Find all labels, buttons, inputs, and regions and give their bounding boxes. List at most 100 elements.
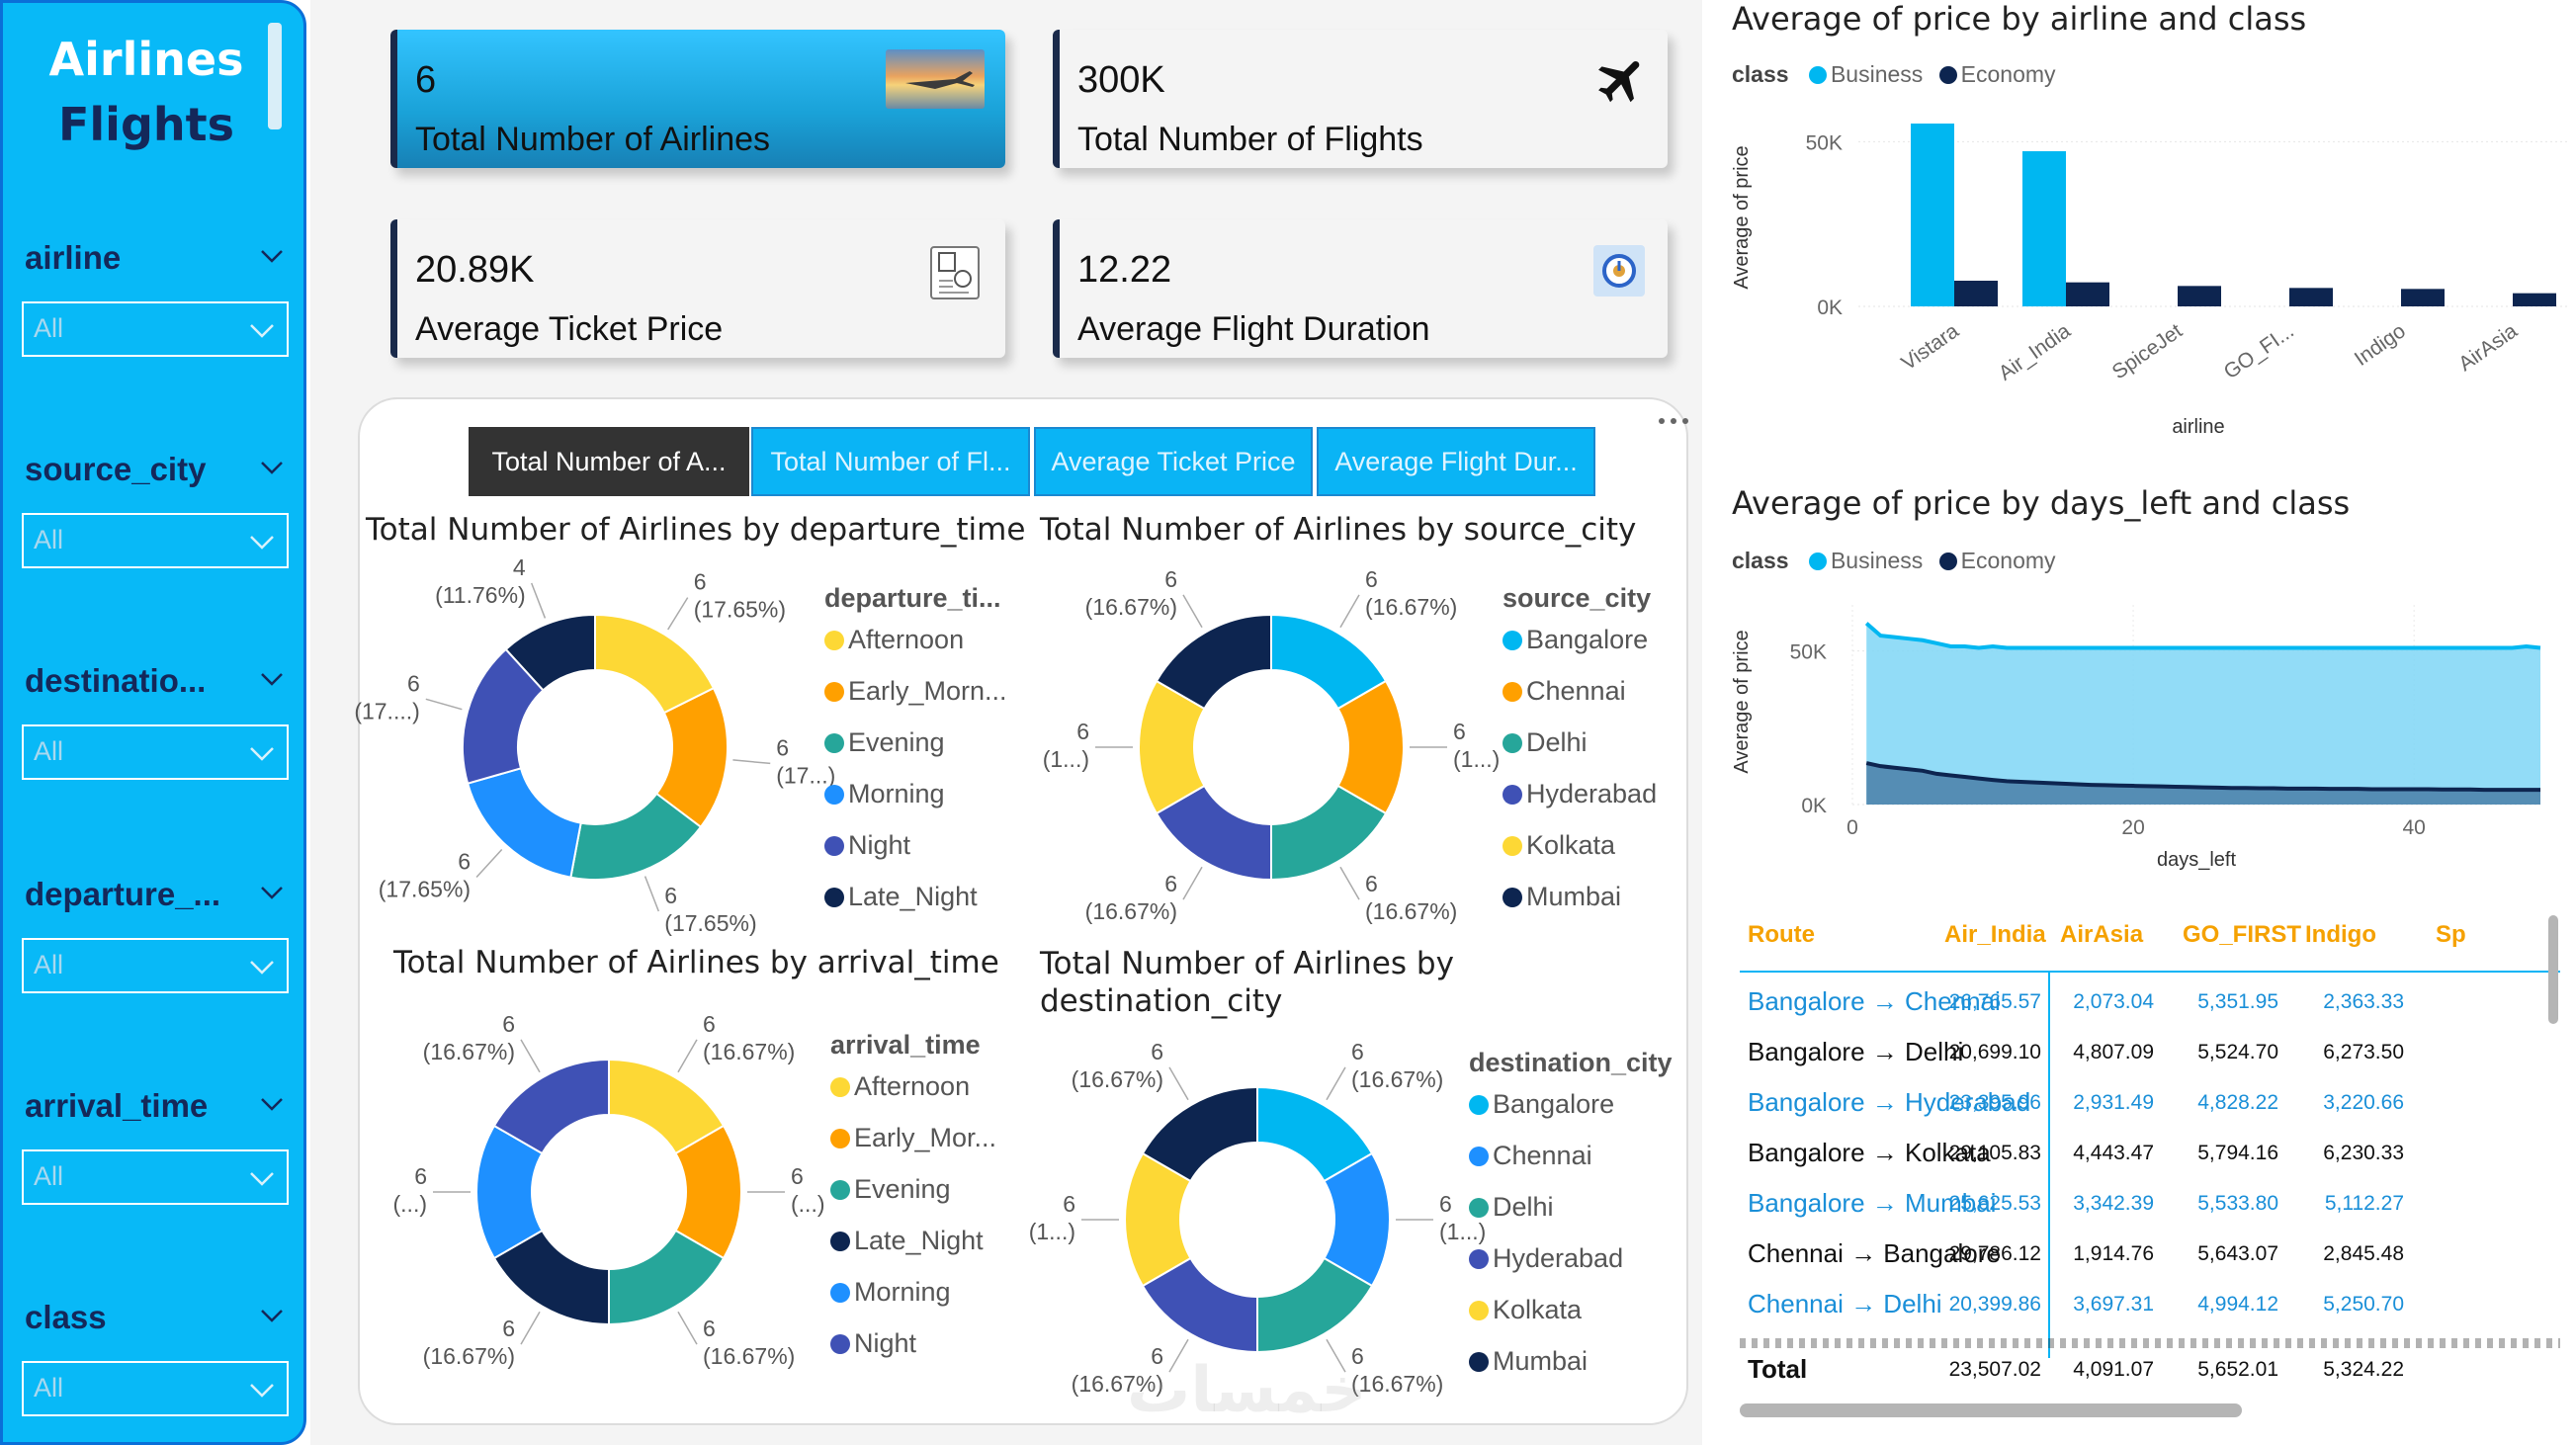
legend-economy[interactable]: Economy <box>1960 548 2056 573</box>
bar-economy[interactable] <box>2066 282 2109 306</box>
donut-slice[interactable] <box>466 767 582 879</box>
chevron-down-icon[interactable] <box>258 242 286 270</box>
bar-economy[interactable] <box>2401 289 2445 306</box>
slicer-dropdown[interactable]: All <box>22 301 289 357</box>
donut-slice[interactable] <box>1141 1085 1258 1183</box>
table-row-header[interactable]: Bangalore → Hyderabad <box>1748 1087 2031 1117</box>
legend-economy[interactable]: Economy <box>1960 61 2056 87</box>
legend-item[interactable]: Evening <box>824 727 945 758</box>
table-total-cell: 5,652.01 <box>2197 1358 2278 1381</box>
legend-item[interactable]: Mumbai <box>1503 882 1621 912</box>
chevron-down-icon[interactable] <box>247 952 277 981</box>
slicer-header[interactable]: source_city <box>25 450 292 489</box>
column-header[interactable]: Indigo <box>2305 921 2376 948</box>
kpi-card-average-ticket-price[interactable]: 20.89K Average Ticket Price <box>390 219 1005 358</box>
slicer-dropdown[interactable]: All <box>22 724 289 780</box>
table-row-header[interactable]: Bangalore → Chennai <box>1748 986 2001 1016</box>
tab-average-flight-duration[interactable]: Average Flight Dur... <box>1317 427 1595 496</box>
chevron-down-icon[interactable] <box>247 527 277 556</box>
chevron-down-icon[interactable] <box>247 1163 277 1193</box>
legend-item[interactable]: Mumbai <box>1469 1346 1588 1377</box>
column-header[interactable]: Route <box>1748 921 1815 948</box>
vertical-scrollbar[interactable] <box>2548 915 2558 1024</box>
sidebar-scrollbar[interactable] <box>268 23 282 129</box>
horizontal-scrollbar[interactable] <box>1740 1403 2242 1417</box>
slicer-header[interactable]: airline <box>25 238 292 278</box>
table-cell: 23,395.96 <box>1948 1091 2041 1114</box>
legend-item[interactable]: Morning <box>830 1277 951 1308</box>
bar-business[interactable] <box>2022 151 2066 306</box>
legend-business[interactable]: Business <box>1830 61 1924 87</box>
legend-item[interactable]: Chennai <box>1469 1141 1592 1171</box>
more-options-icon[interactable] <box>1657 415 1690 427</box>
slicer-header[interactable]: arrival_time <box>25 1086 292 1126</box>
tab-total-number-of-airlines[interactable]: Total Number of A... <box>469 427 749 496</box>
donut-slice[interactable] <box>504 613 596 692</box>
legend-item[interactable]: Hyderabad <box>1469 1243 1623 1274</box>
chevron-down-icon[interactable] <box>247 315 277 345</box>
table-row-header[interactable]: Bangalore → Kolkata <box>1748 1138 1991 1167</box>
legend-item[interactable]: Hyderabad <box>1503 779 1657 809</box>
column-header[interactable]: Sp <box>2436 921 2466 948</box>
slicer-dropdown[interactable]: All <box>22 938 289 993</box>
bar-business[interactable] <box>1911 124 1954 306</box>
legend-item[interactable]: Kolkata <box>1469 1295 1582 1325</box>
legend-item[interactable]: Bangalore <box>1469 1089 1614 1120</box>
legend-item[interactable]: Bangalore <box>1503 625 1648 655</box>
legend-item[interactable]: Late_Night <box>824 882 978 912</box>
kpi-card-average-flight-duration[interactable]: 12.22 Average Flight Duration <box>1053 219 1668 358</box>
legend-item[interactable]: Delhi <box>1503 727 1588 758</box>
chevron-down-icon[interactable] <box>258 879 286 906</box>
line-economy[interactable] <box>1865 761 2540 793</box>
legend-item[interactable]: Delhi <box>1469 1192 1554 1223</box>
legend-item[interactable]: Kolkata <box>1503 830 1615 861</box>
chevron-down-icon[interactable] <box>258 665 286 693</box>
legend-item[interactable]: Night <box>830 1328 916 1359</box>
slicer-dropdown[interactable]: All <box>22 1149 289 1205</box>
area-economy <box>1866 763 2540 805</box>
column-header[interactable]: GO_FIRST <box>2183 921 2302 948</box>
legend-item[interactable]: Early_Morn... <box>824 676 1007 707</box>
legend-business[interactable]: Business <box>1830 548 1924 573</box>
donut-slice[interactable] <box>1155 613 1272 711</box>
legend-item[interactable]: Early_Mor... <box>830 1123 996 1153</box>
data-label-count: 6 <box>1365 871 1378 896</box>
table-row-header[interactable]: Bangalore → Delhi <box>1748 1037 1964 1066</box>
slicer-dropdown[interactable]: All <box>22 1361 289 1416</box>
legend-item[interactable]: Morning <box>824 779 945 809</box>
bar-economy[interactable] <box>1954 281 1998 306</box>
chevron-down-icon[interactable] <box>258 1090 286 1118</box>
legend-item[interactable]: Afternoon <box>830 1071 970 1102</box>
tab-average-ticket-price[interactable]: Average Ticket Price <box>1034 427 1313 496</box>
bar-economy[interactable] <box>2178 286 2221 306</box>
chevron-down-icon[interactable] <box>258 1302 286 1329</box>
slicer-label: airline <box>25 239 122 276</box>
kpi-card-total-flights[interactable]: 300K Total Number of Flights <box>1053 30 1668 168</box>
legend-item[interactable]: Late_Night <box>830 1226 984 1256</box>
legend-item[interactable]: Chennai <box>1503 676 1626 707</box>
bar-economy[interactable] <box>2513 293 2556 306</box>
line-business[interactable] <box>1864 622 2541 650</box>
slicer-header[interactable]: class <box>25 1298 292 1337</box>
slicer-header[interactable]: departure_... <box>25 875 292 914</box>
y-axis-label: Average of price <box>1731 630 1753 773</box>
table-row-header[interactable]: Chennai → Delhi <box>1748 1289 1942 1318</box>
legend-item[interactable]: Afternoon <box>824 625 964 655</box>
donut-slice[interactable] <box>492 1058 610 1155</box>
chevron-down-icon[interactable] <box>247 1375 277 1404</box>
legend-dot <box>830 1077 850 1097</box>
tab-total-number-of-flights[interactable]: Total Number of Fl... <box>751 427 1030 496</box>
table-row-header[interactable]: Bangalore → Mumbai <box>1748 1188 1997 1218</box>
legend-dot <box>824 836 844 856</box>
column-header[interactable]: Air_India <box>1944 921 2046 948</box>
column-header[interactable]: AirAsia <box>2060 921 2144 948</box>
chevron-down-icon[interactable] <box>258 454 286 481</box>
legend-item[interactable]: Night <box>824 830 910 861</box>
kpi-card-total-airlines[interactable]: 6 Total Number of Airlines <box>390 30 1005 168</box>
table-row-header[interactable]: Chennai → Bangalore <box>1748 1238 2001 1268</box>
bar-economy[interactable] <box>2289 288 2333 306</box>
legend-item[interactable]: Evening <box>830 1174 951 1205</box>
slicer-header[interactable]: destinatio... <box>25 661 292 701</box>
chevron-down-icon[interactable] <box>247 738 277 768</box>
slicer-dropdown[interactable]: All <box>22 513 289 568</box>
